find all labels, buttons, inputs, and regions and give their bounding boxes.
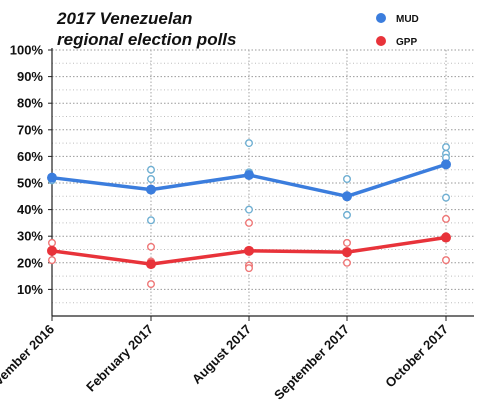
legend-marker-mud <box>376 13 386 23</box>
series-point-mud <box>441 159 451 170</box>
poll-point-mud <box>146 216 155 225</box>
series-point-mud <box>342 191 352 202</box>
poll-point-gpp <box>146 280 155 289</box>
chart-title-line-1: 2017 Venezuelan <box>56 9 192 28</box>
chart-title-line-2: regional election polls <box>57 30 236 49</box>
x-tick-label-november-2016: November 2016 <box>0 322 57 401</box>
y-tick-label: 60% <box>17 149 43 164</box>
y-tick-label: 10% <box>17 282 43 297</box>
series-point-gpp <box>146 259 156 270</box>
poll-point-mud <box>343 210 352 219</box>
y-tick-label: 100% <box>10 43 44 58</box>
x-tick-label-october-2017: October 2017 <box>382 322 451 391</box>
poll-point-mud <box>146 165 155 174</box>
poll-point-gpp <box>146 242 155 251</box>
poll-point-gpp <box>343 258 352 267</box>
legend-marker-gpp <box>376 36 386 46</box>
series-point-mud <box>146 184 156 195</box>
series-point-mud <box>47 172 57 183</box>
poll-point-mud <box>442 193 451 202</box>
poll-point-gpp <box>48 238 57 247</box>
x-tick-label-september-2017: September 2017 <box>271 322 352 403</box>
chart-title: 2017 Venezuelan regional election polls <box>56 9 236 49</box>
series-point-mud <box>244 170 254 181</box>
y-tick-label: 70% <box>17 122 43 137</box>
y-tick-label: 40% <box>17 202 43 217</box>
trend-lines <box>47 159 451 270</box>
legend-item-gpp: GPP <box>376 36 417 48</box>
y-tick-label: 50% <box>17 176 43 191</box>
series-point-gpp <box>244 245 254 256</box>
y-tick-label: 20% <box>17 255 43 270</box>
poll-point-gpp <box>442 256 451 265</box>
poll-point-gpp <box>442 214 451 223</box>
legend-item-mud: MUD <box>376 13 419 25</box>
poll-point-gpp <box>244 218 253 227</box>
x-axis-ticks: November 2016 February 2017 August 2017 Sep… <box>0 316 451 403</box>
y-tick-label: 80% <box>17 96 43 111</box>
legend-label-gpp: GPP <box>396 37 417 48</box>
x-tick-label-august-2017: August 2017 <box>189 322 254 387</box>
y-axis-ticks: 10% 20% 30% 40% 50% 60% 70% 80% 90% 100% <box>10 43 52 297</box>
legend: MUD GPP <box>376 13 419 48</box>
series-point-gpp <box>47 245 57 256</box>
x-tick-label-february-2017: February 2017 <box>83 322 156 395</box>
poll-point-mud <box>244 205 253 214</box>
series-point-gpp <box>441 232 451 243</box>
poll-point-mud <box>146 175 155 184</box>
series-point-gpp <box>342 247 352 258</box>
poll-point-mud <box>343 175 352 184</box>
poll-point-mud <box>244 139 253 148</box>
y-tick-label: 90% <box>17 69 43 84</box>
legend-label-mud: MUD <box>396 14 419 25</box>
poll-point-mud <box>442 143 451 152</box>
y-tick-label: 30% <box>17 229 43 244</box>
poll-point-gpp <box>244 264 253 273</box>
poll-points <box>48 139 451 289</box>
poll-point-gpp <box>48 256 57 265</box>
grid-lines <box>51 49 474 316</box>
poll-point-gpp <box>343 238 352 247</box>
